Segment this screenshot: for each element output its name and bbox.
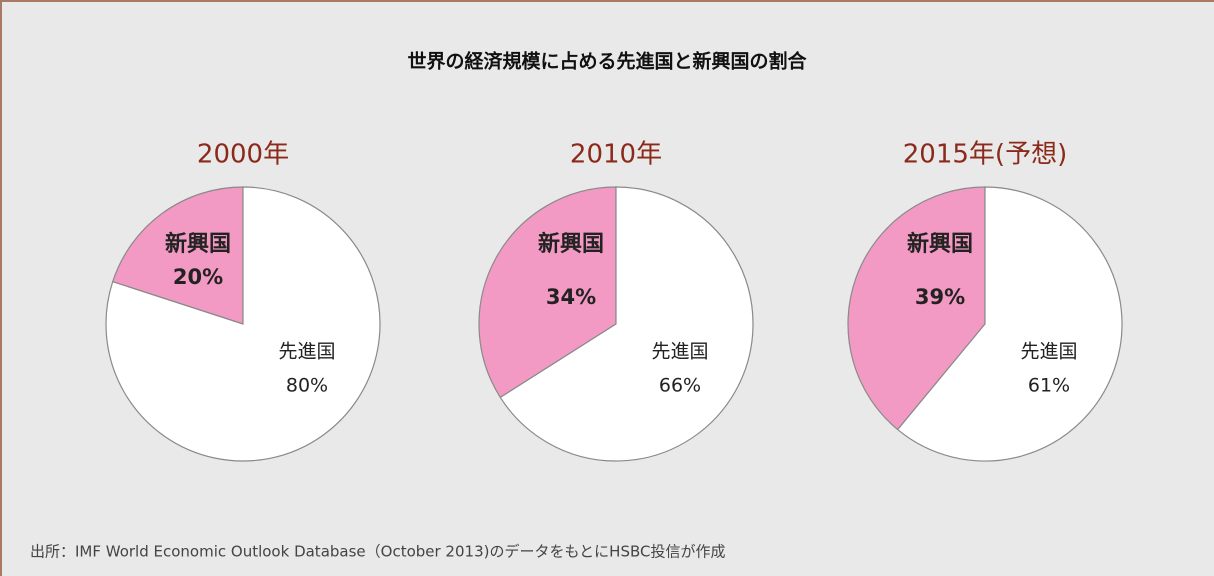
pie-slice [499, 186, 754, 462]
slice-value-label: 61% [1028, 375, 1070, 397]
pie-title: 2015年(予想) [903, 140, 1067, 170]
slice-label: 新興国 [907, 231, 973, 257]
slice-label: 新興国 [538, 231, 604, 257]
pie-slice [111, 186, 244, 325]
pie-slice [478, 186, 617, 399]
pie-slice [105, 186, 381, 462]
slice-value-label: 66% [659, 375, 701, 397]
slice-value-label: 34% [546, 285, 596, 309]
slice-label: 先進国 [651, 341, 708, 363]
pie-title: 2010年 [570, 140, 662, 170]
chart-title: 世界の経済規模に占める先進国と新興国の割合 [407, 50, 807, 73]
pie-title: 2000年 [197, 140, 289, 170]
slice-label: 先進国 [1020, 341, 1077, 363]
slice-label: 新興国 [165, 231, 231, 257]
slice-value-label: 80% [286, 375, 328, 397]
pie-slice [847, 186, 986, 431]
source-note: 出所：IMF World Economic Outlook Database（O… [30, 543, 725, 561]
slice-value-label: 20% [173, 265, 223, 289]
slice-label: 先進国 [278, 341, 335, 363]
pie-slice [896, 186, 1123, 462]
slice-value-label: 39% [915, 285, 965, 309]
